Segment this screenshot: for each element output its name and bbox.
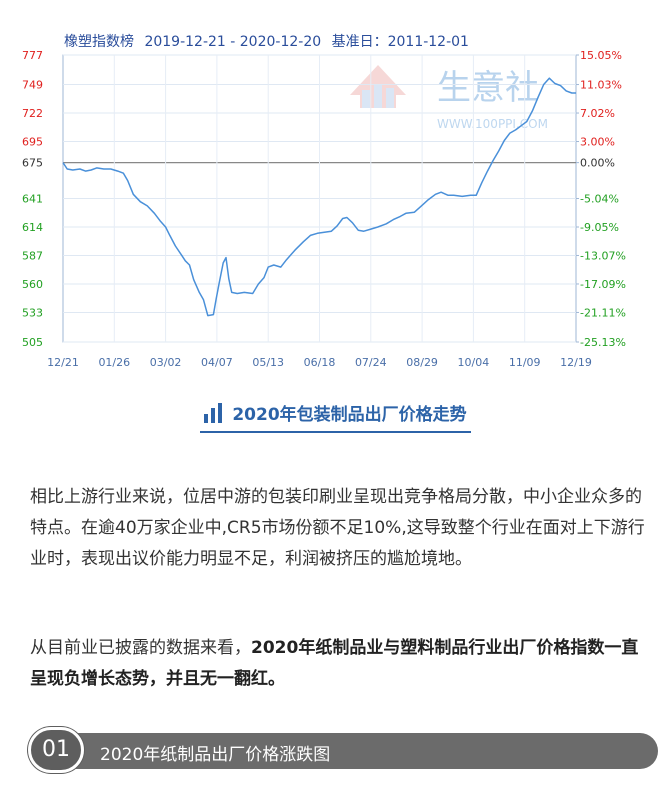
paragraph-industry: 相比上游行业来说，位居中游的包装印刷业呈现出竞争格局分散，中小企业众多的特点。在…	[30, 487, 645, 569]
index-series-line	[62, 77, 576, 317]
x-tick-label: 04/07	[201, 356, 233, 369]
x-tick-label: 12/19	[560, 356, 592, 369]
y-tick-right: 15.05%	[580, 49, 622, 62]
watermark-logo	[350, 65, 406, 108]
y-tick-left: 641	[22, 193, 43, 206]
section-banner: 01 2020年纸制品出厂价格涨跌图	[28, 727, 658, 773]
y-tick-right: -21.11%	[580, 306, 626, 319]
x-tick-label: 12/21	[47, 356, 79, 369]
paragraph-summary-bold: 2020年纸制品业与塑料制品行业出厂价格指数一直呈现负增长态势，并且无一翻红。	[30, 638, 639, 689]
x-tick-label: 06/18	[304, 356, 336, 369]
x-tick-label: 07/24	[355, 356, 387, 369]
x-tick-label: 01/26	[98, 356, 130, 369]
banner-title: 2020年纸制品出厂价格涨跌图	[100, 745, 331, 765]
y-tick-left: 614	[22, 221, 43, 234]
y-tick-right: -9.05%	[580, 221, 619, 234]
y-tick-left: 695	[22, 136, 43, 149]
y-tick-right: -13.07%	[580, 249, 626, 262]
banner-bar	[48, 733, 658, 769]
y-tick-right: 11.03%	[580, 79, 622, 92]
x-tick-label: 05/13	[252, 356, 284, 369]
chart-header: 橡塑指数榜 2019-12-21 - 2020-12-20 基准日：2011-1…	[64, 31, 475, 51]
x-tick-label: 08/29	[406, 356, 438, 369]
y-tick-right: -25.13%	[580, 336, 626, 349]
section-heading: 2020年包装制品出厂价格走势	[0, 400, 671, 433]
y-tick-right: -5.04%	[580, 193, 619, 206]
y-tick-left: 749	[22, 79, 43, 92]
section-heading-text: 2020年包装制品出厂价格走势	[232, 405, 467, 425]
chart-title: 橡塑指数榜	[64, 34, 134, 50]
paragraph-summary: 从目前业已披露的数据来看，2020年纸制品业与塑料制品行业出厂价格指数一直呈现负…	[30, 633, 645, 695]
y-tick-right: 7.02%	[580, 107, 615, 120]
watermark-url: WWW.100PPI.COM	[437, 117, 548, 131]
chart-base-date: 基准日：2011-12-01	[331, 34, 469, 50]
y-tick-left: 505	[22, 336, 43, 349]
chart-canvas: 生意社 WWW.100PPI.COM 777 15.05% 749 11.03% 722 7.…	[22, 49, 626, 369]
y-tick-left: 722	[22, 107, 43, 120]
y-tick-right: 0.00%	[580, 157, 615, 170]
watermark-text: 生意社	[437, 68, 539, 108]
y-tick-left: 560	[22, 278, 43, 291]
y-tick-left: 533	[22, 306, 43, 319]
y-tick-left: 777	[22, 49, 43, 62]
y-tick-right: 3.00%	[580, 136, 615, 149]
x-tick-label: 11/09	[509, 356, 541, 369]
bar-chart-icon	[204, 402, 223, 423]
y-tick-left: 675	[22, 157, 43, 170]
banner-number: 01	[28, 727, 84, 773]
x-tick-label: 03/02	[150, 356, 182, 369]
y-tick-right: -17.09%	[580, 278, 626, 291]
chart-date-range: 2019-12-21 - 2020-12-20	[144, 34, 322, 50]
x-tick-label: 10/04	[458, 356, 490, 369]
y-tick-left: 587	[22, 249, 43, 262]
index-chart: 生意社 WWW.100PPI.COM 777 15.05% 749 11.03% 722 7.…	[0, 0, 671, 385]
paragraph-summary-lead: 从目前业已披露的数据来看，	[30, 638, 251, 658]
